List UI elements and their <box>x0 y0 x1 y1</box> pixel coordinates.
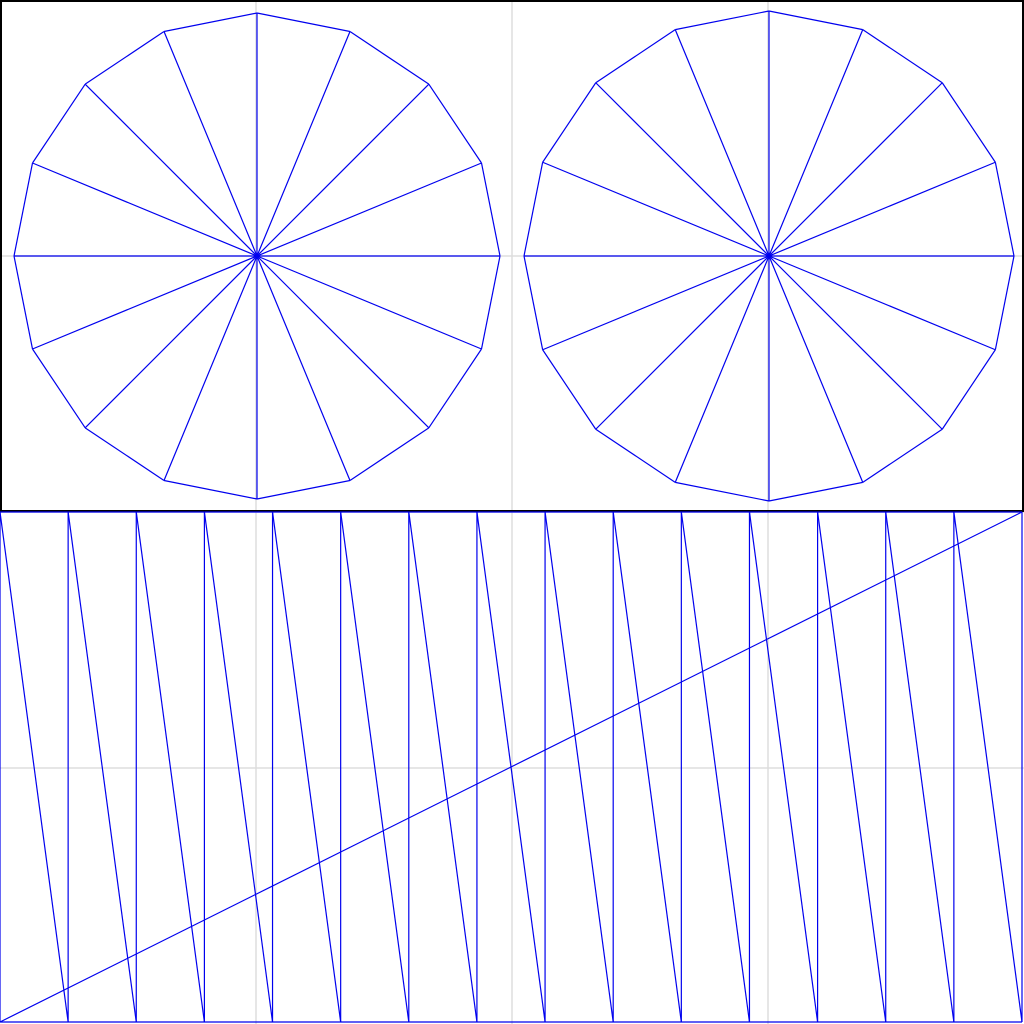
disc-mesh-left <box>14 13 500 499</box>
disc-mesh-right <box>524 11 1014 501</box>
